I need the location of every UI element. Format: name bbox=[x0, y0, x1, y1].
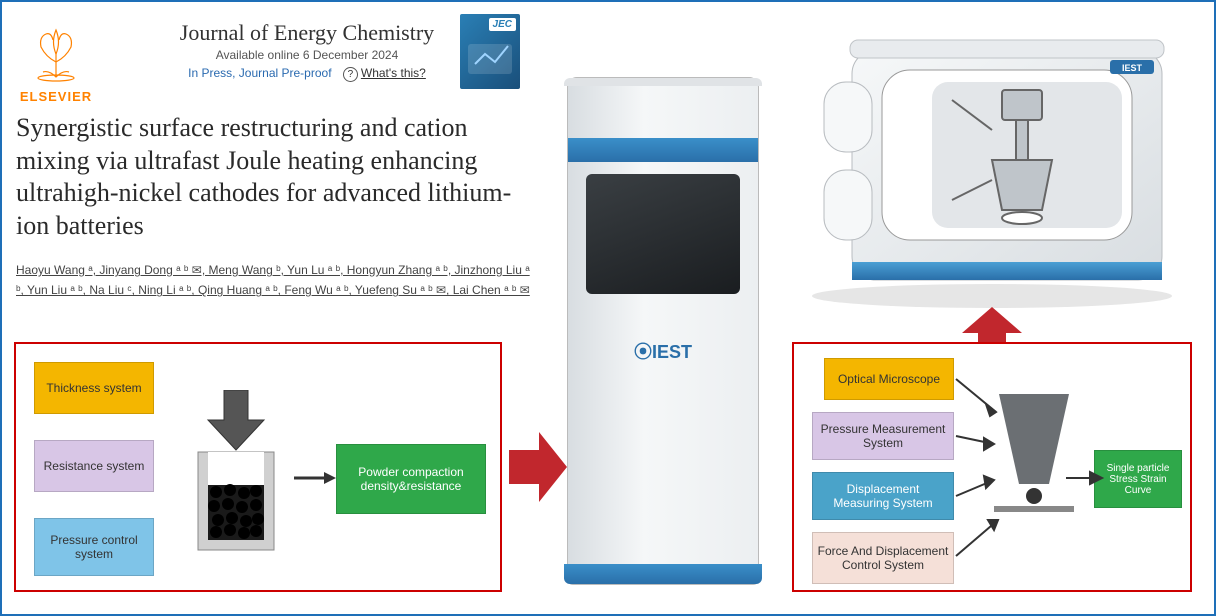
block-output: Single particle Stress Strain Curve bbox=[1094, 450, 1182, 508]
authors-text: Haoyu Wang ᵃ, Jinyang Dong ᵃ ᵇ ✉, Meng W… bbox=[16, 263, 530, 297]
svg-text:IEST: IEST bbox=[1122, 63, 1143, 73]
block-pressure: Pressure control system bbox=[34, 518, 154, 576]
indenter-schematic bbox=[984, 394, 1084, 554]
block-optical: Optical Microscope bbox=[824, 358, 954, 400]
journal-cover: JEC bbox=[460, 14, 520, 89]
red-arrow-right-icon bbox=[509, 432, 567, 507]
cover-art-icon bbox=[460, 14, 520, 89]
whats-this-link[interactable]: What's this? bbox=[343, 66, 426, 80]
block-output: Powder compaction density&resistance bbox=[336, 444, 486, 514]
block-force: Force And Displacement Control System bbox=[812, 532, 954, 584]
elsevier-tree-icon bbox=[21, 22, 91, 82]
elsevier-logo: ELSEVIER bbox=[16, 22, 96, 104]
single-particle-diagram: Optical Microscope Pressure Measurement S… bbox=[792, 342, 1192, 592]
paper-title: Synergistic surface restructuring and ca… bbox=[16, 112, 536, 242]
block-pressure_meas: Pressure Measurement System bbox=[812, 412, 954, 460]
instrument-screen bbox=[586, 174, 740, 294]
instrument-spms: IEST bbox=[792, 10, 1188, 310]
status-text: In Press, Journal Pre-proof bbox=[188, 66, 331, 80]
press-status: In Press, Journal Pre-proof What's this? bbox=[132, 66, 482, 82]
arrow-to-output-icon bbox=[294, 470, 336, 486]
journal-header: Journal of Energy Chemistry Available on… bbox=[132, 20, 482, 82]
compaction-schematic bbox=[176, 390, 296, 565]
block-thickness: Thickness system bbox=[34, 362, 154, 414]
figure-container: ELSEVIER Journal of Energy Chemistry Ava… bbox=[2, 2, 1214, 614]
publisher-name: ELSEVIER bbox=[16, 89, 96, 104]
powder-compaction-diagram: Thickness system Resistance system Pressur… bbox=[14, 342, 502, 592]
instrument-logo: ⦿IEST bbox=[568, 338, 758, 364]
instrument-prcd: ⦿IEST bbox=[567, 77, 759, 585]
block-resistance: Resistance system bbox=[34, 440, 154, 492]
journal-name: Journal of Energy Chemistry bbox=[132, 20, 482, 46]
availability-date: Available online 6 December 2024 bbox=[132, 48, 482, 62]
author-list: Haoyu Wang ᵃ, Jinyang Dong ᵃ ᵇ ✉, Meng W… bbox=[16, 260, 536, 301]
block-displacement: Displacement Measuring System bbox=[812, 472, 954, 520]
